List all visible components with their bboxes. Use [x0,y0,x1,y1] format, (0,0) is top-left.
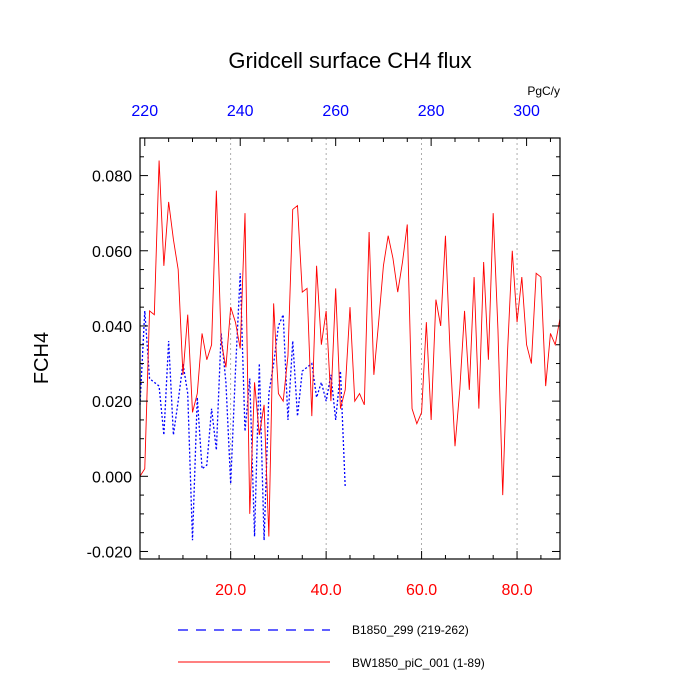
y-tick-label: 0.000 [92,469,132,486]
y-tick-label: 0.040 [92,319,132,336]
x-bottom-tick-label: 80.0 [501,582,532,599]
axes: -0.020 0.000 0.020 0.040 0.060 0.080 20.0 40.0 6… [87,103,560,599]
y-tick-label: 0.020 [92,394,132,411]
x-top-tick-label: 260 [322,103,349,120]
series-line-bw1850 [139,160,561,537]
y-tick-label: -0.020 [87,544,132,561]
grid-lines [230,138,518,559]
chart-title: Gridcell surface CH4 flux [228,48,471,73]
y-tick-label: 0.080 [92,169,132,186]
data-series [139,160,561,541]
plot-frame [139,137,561,560]
legend-label-bw1850: BW1850_piC_001 (1-89) [352,656,485,670]
y-tick-label: 0.060 [92,244,132,261]
x-bottom-tick-label: 40.0 [311,582,342,599]
x-top-tick-label: 300 [513,103,540,120]
legend-label-b1850: B1850_299 (219-262) [352,623,469,637]
y-axis-label: FCH4 [31,332,53,384]
x-bottom-tick-label: 20.0 [215,582,246,599]
series-line-b1850 [139,273,346,541]
x-top-tick-label: 280 [418,103,445,120]
legend: B1850_299 (219-262) BW1850_piC_001 (1-89… [178,623,485,670]
x-top-tick-label: 240 [227,103,254,120]
x-bottom-tick-label: 60.0 [406,582,437,599]
x-top-tick-label: 220 [131,103,158,120]
units-label: PgC/y [527,84,560,98]
